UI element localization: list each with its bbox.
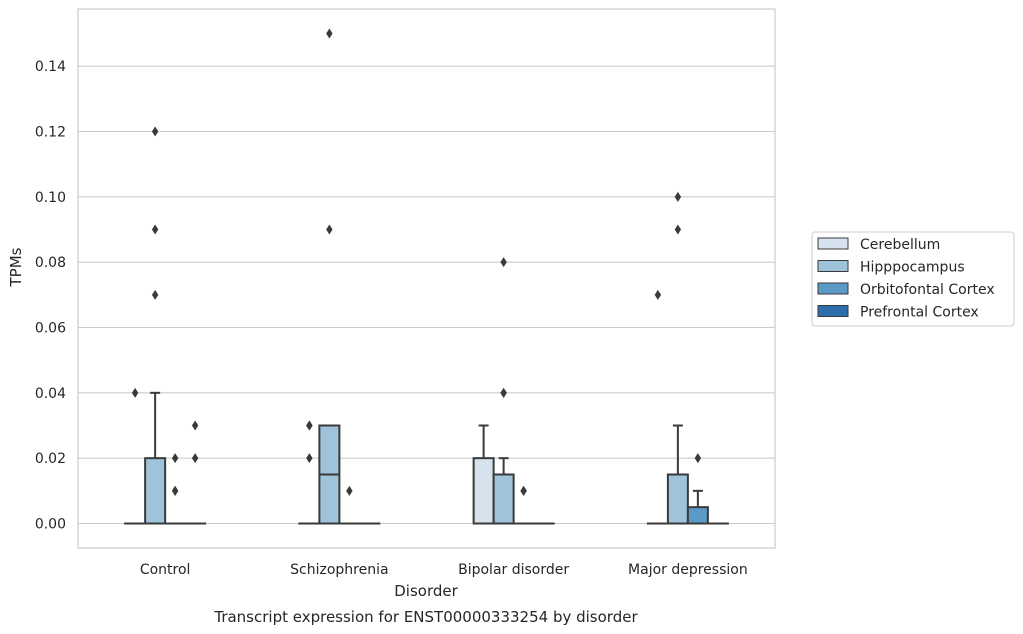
y-tick-label: 0.04: [35, 386, 66, 402]
y-tick-label: 0.06: [35, 321, 66, 337]
outlier-point: [191, 420, 199, 431]
box: [472, 457, 495, 525]
x-tick-label: Schizophrenia: [290, 562, 388, 578]
box-group: [492, 257, 515, 525]
x-tick-label: Control: [140, 562, 191, 578]
y-tick-label: 0.12: [35, 125, 66, 141]
outlier-point: [171, 485, 179, 496]
box-group: [144, 126, 167, 525]
outlier-point: [306, 453, 313, 464]
plot-frame: [77, 8, 776, 549]
x-tick-label: Bipolar disorder: [458, 562, 569, 578]
y-tick-label: 0.08: [35, 255, 66, 271]
legend-label: Prefrontal Cortex: [860, 305, 979, 321]
outlier-point: [520, 485, 527, 496]
y-axis-ticks: 0.00 0.02 0.04 0.06 0.08 0.10 0.12 0.14: [35, 59, 66, 532]
plot-background: [78, 9, 775, 548]
chart-caption: Transcript expression for ENST0000033325…: [213, 608, 638, 626]
x-axis-ticks: Control Schizophrenia Bipolar disorder Majo…: [140, 562, 748, 578]
outlier-point: [500, 387, 507, 398]
box: [144, 457, 167, 525]
boxes: [124, 28, 729, 525]
outlier-point: [654, 289, 662, 300]
outlier-point: [151, 289, 159, 300]
legend: Cerebellum Hipppocampus Orbitofontal Corte…: [811, 231, 1015, 327]
x-axis-title: Disorder: [394, 582, 458, 600]
legend-label: Hipppocampus: [860, 260, 965, 276]
box: [492, 473, 515, 525]
outlier-point: [306, 420, 313, 431]
legend-swatch: [817, 237, 849, 250]
y-axis-title: TPMs: [7, 247, 25, 287]
outlier-point: [694, 453, 702, 464]
box-group: [298, 420, 321, 525]
outlier-point: [151, 126, 159, 137]
y-tick-label: 0.10: [35, 190, 66, 206]
y-tick-label: 0.14: [35, 59, 66, 75]
outlier-point: [500, 257, 507, 268]
box-group: [184, 420, 207, 525]
outlier-point: [171, 453, 179, 464]
legend-label: Orbitofontal Cortex: [860, 282, 995, 298]
outlier-point: [191, 453, 199, 464]
outlier-point: [674, 224, 682, 235]
outlier-point: [346, 485, 353, 496]
box-group: [666, 191, 689, 525]
box-group: [646, 289, 669, 525]
x-tick-label: Major depression: [628, 562, 748, 578]
legend-frame: [811, 231, 1015, 327]
outlier-point: [131, 387, 139, 398]
y-tick-label: 0.02: [35, 451, 66, 467]
outlier-point: [151, 224, 159, 235]
outlier-point: [326, 224, 333, 235]
y-tick-label: 0.00: [35, 517, 66, 533]
plot-area: [77, 8, 776, 549]
box: [666, 473, 689, 525]
box-group: [686, 453, 709, 525]
legend-swatch: [817, 282, 849, 295]
legend-label: Cerebellum: [860, 237, 940, 253]
legend-swatch: [817, 305, 849, 317]
legend-swatch: [817, 260, 849, 272]
outlier-point: [326, 28, 333, 39]
outlier-point: [674, 191, 682, 202]
box: [686, 506, 709, 525]
box-group: [318, 28, 341, 525]
